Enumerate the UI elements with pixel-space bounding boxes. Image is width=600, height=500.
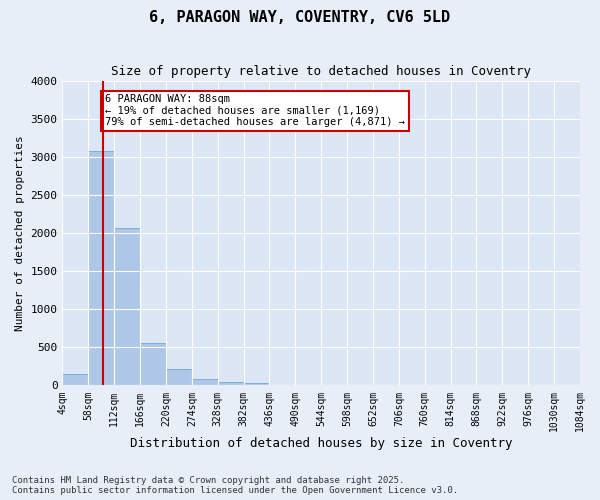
Bar xyxy=(218,382,244,386)
Y-axis label: Number of detached properties: Number of detached properties xyxy=(15,135,25,331)
Bar xyxy=(244,383,269,386)
Title: Size of property relative to detached houses in Coventry: Size of property relative to detached ho… xyxy=(111,65,531,78)
Text: 6, PARAGON WAY, COVENTRY, CV6 5LD: 6, PARAGON WAY, COVENTRY, CV6 5LD xyxy=(149,10,451,25)
Bar xyxy=(88,150,114,386)
Bar xyxy=(62,374,88,386)
Bar xyxy=(192,380,218,386)
Text: 6 PARAGON WAY: 88sqm
← 19% of detached houses are smaller (1,169)
79% of semi-de: 6 PARAGON WAY: 88sqm ← 19% of detached h… xyxy=(105,94,405,128)
Bar xyxy=(166,370,192,386)
X-axis label: Distribution of detached houses by size in Coventry: Distribution of detached houses by size … xyxy=(130,437,512,450)
Text: Contains HM Land Registry data © Crown copyright and database right 2025.
Contai: Contains HM Land Registry data © Crown c… xyxy=(12,476,458,495)
Bar xyxy=(140,343,166,386)
Bar xyxy=(114,228,140,386)
